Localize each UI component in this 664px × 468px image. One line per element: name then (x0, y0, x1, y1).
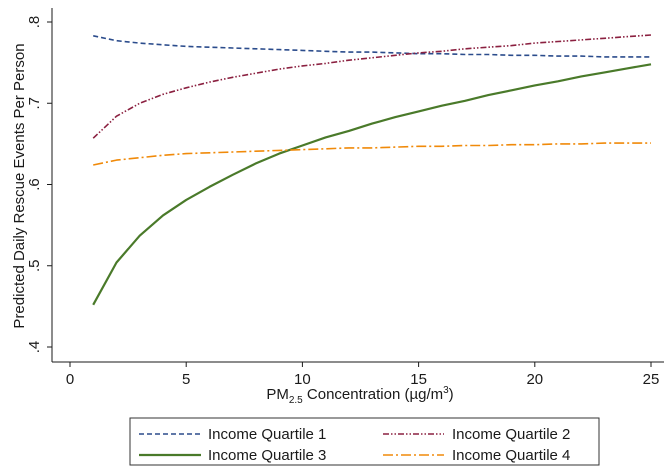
series-layer (92, 34, 652, 306)
series-line-quartile-2 (92, 34, 652, 139)
x-axis-title-rest: Concentration (µg/m (303, 386, 443, 403)
y-tick-label: .6 (26, 178, 43, 191)
x-axis-title-close: ) (449, 386, 454, 403)
x-tick-label: 20 (526, 371, 543, 388)
y-tick-label: .5 (26, 259, 43, 272)
x-tick-label: 15 (410, 371, 427, 388)
x-tick-label: 0 (66, 371, 74, 388)
x-axis-title-main: PM (266, 386, 289, 403)
x-axis-title: PM2.5 Concentration (µg/m3) (266, 385, 453, 406)
series-line-quartile-1 (93, 35, 651, 58)
y-tick-label: .7 (26, 97, 43, 110)
series-line-quartile-4 (93, 142, 651, 166)
x-tick-label: 10 (294, 371, 311, 388)
series-line-quartile-3 (92, 63, 652, 306)
x-axis-title-subscript: 2.5 (289, 395, 303, 406)
x-tick-label: 25 (643, 371, 660, 388)
legend-label-quartile-4: Income Quartile 4 (452, 447, 570, 464)
legend-frame (129, 417, 600, 466)
y-axis-title: Predicted Daily Rescue Events Per Person (11, 43, 28, 328)
legend: Income Quartile 1 Income Quartile 2 Income… (129, 417, 600, 466)
y-tick-label: .8 (26, 16, 43, 29)
x-tick-label: 5 (182, 371, 190, 388)
legend-label-quartile-3: Income Quartile 3 (208, 447, 326, 464)
axes: .4 .5 .6 .7 .8 0 5 10 15 20 25 (26, 8, 664, 388)
y-tick-label: .4 (26, 341, 43, 354)
x-axis-title-superscript: 3 (443, 385, 449, 396)
legend-label-quartile-1: Income Quartile 1 (208, 426, 326, 443)
legend-label-quartile-2: Income Quartile 2 (452, 426, 570, 443)
